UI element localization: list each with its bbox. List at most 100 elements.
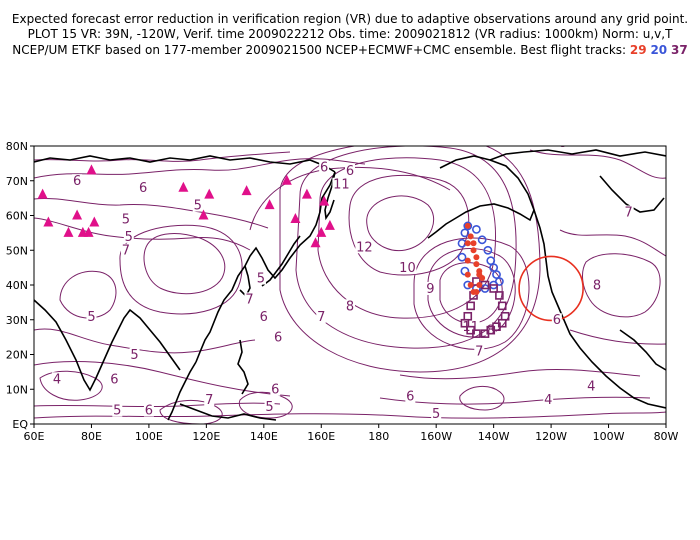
lat-tick-label: 30N: [6, 314, 28, 327]
track-29-point: [467, 282, 474, 288]
contour-line: [427, 248, 516, 338]
observation-site-marker: [324, 219, 335, 230]
coastline-korea: [239, 265, 251, 298]
track-29-point: [473, 254, 480, 261]
contour-label-bg: [474, 344, 485, 358]
track-20-point: [477, 235, 487, 245]
contour-line: [34, 217, 251, 251]
contour-label: 5: [125, 230, 133, 245]
contour-label-bg: [270, 382, 281, 396]
observation-site-marker: [310, 237, 321, 248]
contour-label-bg: [72, 174, 83, 188]
contour-label-bg: [51, 372, 62, 386]
track-20-point: [483, 245, 493, 255]
observation-site-marker: [319, 195, 330, 206]
contour-label: 6: [406, 390, 414, 405]
contour-line: [249, 166, 451, 231]
track-29-label: 29: [629, 43, 647, 57]
contour-line: [34, 402, 281, 408]
observation-site-marker: [198, 209, 209, 220]
lon-tick-label: 60E: [24, 430, 45, 443]
observation-site-marker: [241, 185, 252, 196]
contour-label: 5: [87, 310, 95, 325]
contour-label-bg: [244, 292, 255, 306]
lat-tick-label: 70N: [6, 175, 28, 188]
observation-site-marker: [290, 212, 301, 223]
contour-line: [413, 237, 530, 350]
coastlines: [34, 149, 666, 421]
lat-tick-label: 40N: [6, 279, 28, 292]
contour-label-bg: [109, 372, 120, 386]
track-29-point: [479, 275, 486, 282]
contour-label-bg: [332, 177, 351, 191]
contour-label-bg: [425, 281, 436, 295]
contour-label: 5: [265, 400, 273, 415]
contour-label: 5: [257, 272, 265, 287]
contour-line: [529, 149, 666, 179]
lon-tick-label: 80W: [654, 430, 679, 443]
track-37-point: [500, 311, 510, 321]
coastline-east-asia: [195, 171, 336, 363]
observation-site-marker: [178, 181, 189, 192]
contour-label-bg: [129, 347, 140, 361]
contour-line: [348, 174, 470, 276]
contour-label: 6: [260, 310, 268, 325]
contour-label: 4: [587, 379, 595, 394]
contour-label-bg: [273, 330, 284, 344]
contour-label: 4: [544, 393, 552, 408]
title-line-3: NCEP/UM ETKF based on 177-member 2009021…: [0, 43, 700, 57]
contour-line: [295, 146, 517, 349]
track-20-point: [463, 221, 473, 231]
observation-site-marker: [86, 164, 97, 175]
contour-label-bg: [345, 163, 355, 177]
track-29-point: [464, 271, 471, 278]
lon-tick-label: 120E: [192, 430, 220, 443]
track-29-point: [464, 240, 471, 247]
lon-tick-label: 80E: [81, 430, 102, 443]
track-29-point: [470, 288, 477, 295]
track-37-label: 37: [670, 43, 688, 57]
lat-tick-label: 20N: [6, 349, 28, 362]
observation-site-marker: [316, 226, 327, 237]
contour-label: 7: [205, 393, 213, 408]
lat-tick-label: 50N: [6, 244, 28, 257]
track-29-point: [473, 261, 480, 268]
lon-tick-label: 160W: [420, 430, 452, 443]
contour-line: [143, 233, 226, 295]
track-37-point: [495, 291, 504, 300]
contour-label-bg: [431, 407, 442, 421]
contour-label-bg: [120, 212, 131, 226]
observation-sites: [37, 164, 335, 248]
contour-label: 5: [122, 212, 130, 227]
coastline-alaska: [427, 155, 535, 239]
contour-line: [34, 360, 291, 397]
contour-label: 6: [73, 174, 81, 189]
lon-tick-label: 100E: [135, 430, 163, 443]
contour-label-bg: [543, 393, 554, 407]
lat-tick-label: 10N: [6, 383, 28, 396]
track-37-point: [460, 318, 470, 328]
contour-label: 9: [426, 282, 434, 297]
contour-label: 7: [245, 292, 253, 307]
lon-tick-label: 100W: [593, 430, 625, 443]
contour-label: 4: [53, 372, 61, 387]
contour-label: 7: [475, 345, 483, 360]
contour-label: 8: [346, 299, 354, 314]
lon-tick-label: 160E: [307, 430, 335, 443]
contour-label-bg: [143, 403, 154, 417]
track-37-point: [489, 284, 498, 293]
track-29-point: [467, 233, 474, 240]
coastline-north-america: [489, 149, 666, 161]
contour-line: [279, 146, 541, 373]
observation-site-marker: [89, 216, 100, 227]
contour-label-bg: [86, 309, 97, 323]
contour-line: [159, 400, 223, 424]
contour-line: [34, 158, 366, 179]
lon-tick-label: 140E: [250, 430, 278, 443]
contour-label: 5: [130, 348, 138, 363]
contour-label-bg: [551, 313, 562, 327]
contour-label: 6: [271, 383, 279, 398]
contour-line: [238, 391, 293, 419]
